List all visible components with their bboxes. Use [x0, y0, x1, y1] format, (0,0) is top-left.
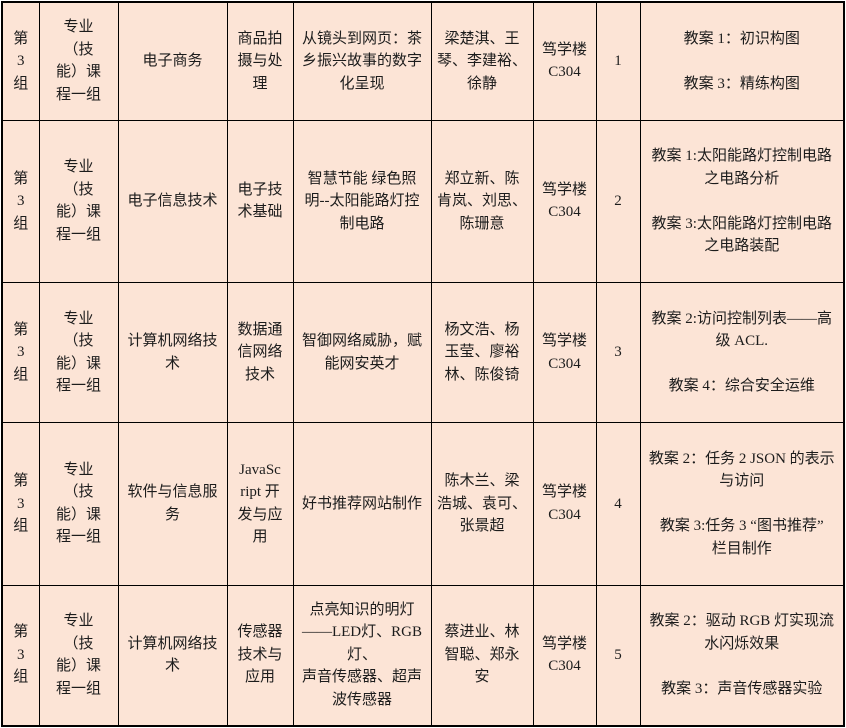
cell-teachers: 郑立新、陈 肯岚、刘思、 陈珊意 — [430, 119, 534, 283]
lesson-plan-item: 教案 1:太阳能路灯控制电路 之电路分析 — [651, 148, 832, 187]
cell-teachers: 陈木兰、梁 浩城、袁可、 张景超 — [430, 422, 534, 586]
cell-sequence: 4 — [595, 422, 641, 586]
cell-major: 电子信息技术 — [117, 119, 228, 283]
cell-lesson-plans: 教案 2：驱动 RGB 灯实现流 水闪烁效果 教案 3：声音传感器实验 — [639, 584, 845, 726]
cell-teachers: 梁楚淇、王 琴、李建裕、 徐静 — [430, 1, 534, 121]
table-row: 第 3 组 专业 （技 能）课 程一组 软件与信息服 务 JavaSc ript… — [1, 422, 845, 586]
cell-course-group: 专业 （技 能）课 程一组 — [38, 282, 119, 423]
cell-topic: 好书推荐网站制作 — [292, 422, 432, 586]
cell-topic: 点亮知识的明灯 ——LED灯、RGB灯、 声音传感器、超声 波传感器 — [292, 584, 432, 726]
table-row: 第 3 组 专业 （技 能）课 程一组 电子商务 商品拍 摄与处 理 从镜头到网… — [1, 1, 845, 121]
cell-sequence: 1 — [595, 1, 641, 121]
cell-course: 传感器 技术与 应用 — [226, 584, 294, 726]
cell-major: 计算机网络技 术 — [117, 584, 228, 726]
lesson-plan-item: 教案 2:访问控制列表——高 级 ACL. — [651, 310, 832, 350]
lesson-plan-item: 教案 3：声音传感器实验 — [661, 680, 823, 697]
cell-course-group: 专业 （技 能）课 程一组 — [38, 584, 119, 726]
cell-course: 电子技 术基础 — [226, 119, 294, 283]
cell-sequence: 3 — [595, 282, 641, 423]
lesson-plan-item: 教案 2：驱动 RGB 灯实现流 水闪烁效果 — [649, 613, 835, 652]
table-row: 第 3 组 专业 （技 能）课 程一组 计算机网络技 术 数据通 信网络 技术 … — [1, 282, 845, 423]
cell-teachers: 蔡进业、林 智聪、郑永 安 — [430, 584, 534, 726]
lesson-plan-item: 教案 3:任务 3 “图书推荐” 栏目制作 — [659, 518, 824, 557]
lesson-plan-item: 教案 2：任务 2 JSON 的表示 与访问 — [648, 450, 835, 490]
lesson-plan-item: 教案 3：精练构图 — [683, 75, 800, 92]
cell-sequence: 2 — [595, 119, 641, 283]
cell-lesson-plans: 教案 1:太阳能路灯控制电路 之电路分析 教案 3:太阳能路灯控制电路 之电路装… — [639, 119, 845, 283]
cell-course-group: 专业 （技 能）课 程一组 — [38, 422, 119, 586]
cell-major: 计算机网络技 术 — [117, 282, 228, 423]
lesson-plan-item: 教案 3:太阳能路灯控制电路 之电路装配 — [651, 215, 832, 255]
table-row: 第 3 组 专业 （技 能）课 程一组 计算机网络技 术 传感器 技术与 应用 … — [1, 584, 845, 726]
cell-lesson-plans: 教案 1：初识构图 教案 3：精练构图 — [639, 1, 845, 121]
lesson-plan-item: 教案 4：综合安全运维 — [668, 378, 815, 394]
cell-topic: 智御网络威胁，赋 能网安英才 — [292, 282, 432, 423]
cell-group-number: 第 3 组 — [1, 422, 40, 586]
cell-lesson-plans: 教案 2:访问控制列表——高 级 ACL. 教案 4：综合安全运维 — [639, 282, 845, 423]
cell-location: 笃学楼 C304 — [532, 1, 597, 121]
cell-sequence: 5 — [595, 584, 641, 726]
cell-course-group: 专业 （技 能）课 程一组 — [38, 1, 119, 121]
cell-group-number: 第 3 组 — [1, 1, 40, 121]
cell-teachers: 杨文浩、杨 玉莹、廖裕 林、陈俊锜 — [430, 282, 534, 423]
cell-course: 数据通 信网络 技术 — [226, 282, 294, 423]
cell-location: 笃学楼 C304 — [532, 282, 597, 423]
cell-location: 笃学楼 C304 — [532, 119, 597, 283]
cell-topic: 从镜头到网页：茶 乡振兴故事的数字 化呈现 — [292, 1, 432, 121]
lesson-plan-item: 教案 1：初识构图 — [683, 30, 800, 47]
cell-lesson-plans: 教案 2：任务 2 JSON 的表示 与访问 教案 3:任务 3 “图书推荐” … — [639, 422, 845, 586]
cell-group-number: 第 3 组 — [1, 282, 40, 423]
cell-course: 商品拍 摄与处 理 — [226, 1, 294, 121]
cell-location: 笃学楼 C304 — [532, 584, 597, 726]
cell-course-group: 专业 （技 能）课 程一组 — [38, 119, 119, 283]
cell-course: JavaSc ript 开 发与应 用 — [226, 422, 294, 586]
cell-major: 电子商务 — [117, 1, 228, 121]
cell-group-number: 第 3 组 — [1, 119, 40, 283]
cell-location: 笃学楼 C304 — [532, 422, 597, 586]
table-row: 第 3 组 专业 （技 能）课 程一组 电子信息技术 电子技 术基础 智慧节能 … — [1, 119, 845, 283]
cell-topic: 智慧节能 绿色照 明--太阳能路灯控 制电路 — [292, 119, 432, 283]
cell-major: 软件与信息服 务 — [117, 422, 228, 586]
cell-group-number: 第 3 组 — [1, 584, 40, 726]
